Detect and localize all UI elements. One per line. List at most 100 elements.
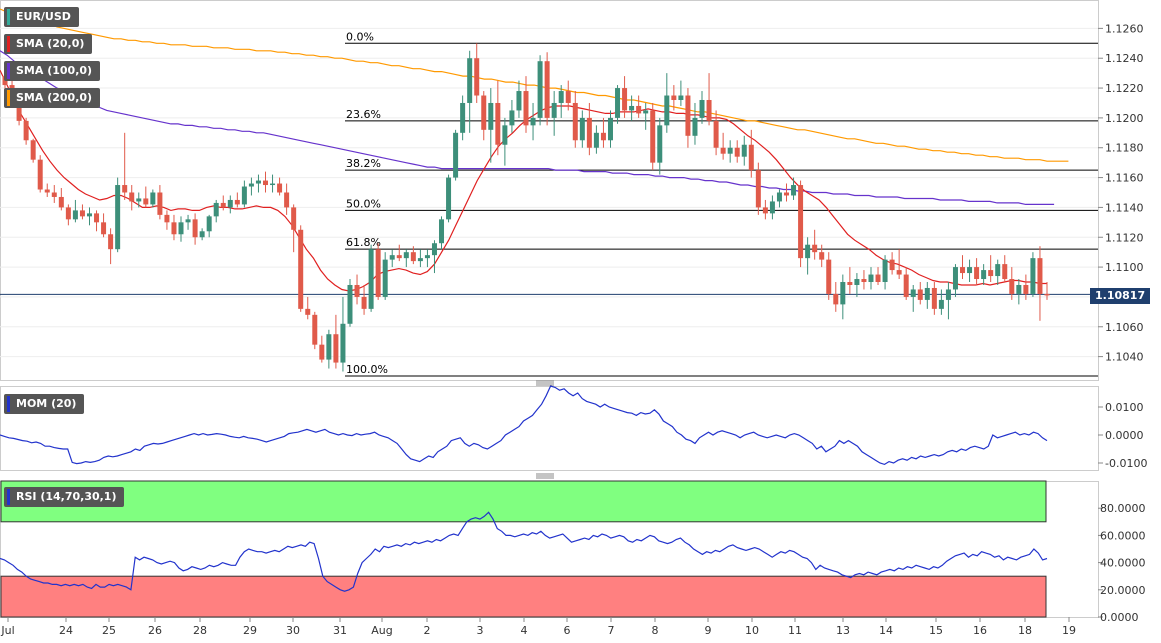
candle-body bbox=[1030, 258, 1036, 294]
candle-body bbox=[284, 192, 290, 208]
candle-body bbox=[410, 252, 416, 262]
date-tick-label: 4 bbox=[521, 624, 528, 637]
sma20-label[interactable]: SMA (20,0) bbox=[4, 34, 93, 54]
candle-body bbox=[593, 132, 599, 148]
candle-body bbox=[960, 267, 966, 274]
date-tick-label: 16 bbox=[973, 624, 987, 637]
candle-body bbox=[347, 284, 353, 324]
rsi-tick-label: 40.0000 bbox=[1100, 557, 1146, 570]
candle-body bbox=[812, 244, 818, 253]
candle-body bbox=[431, 243, 437, 256]
date-tick-label: 8 bbox=[652, 624, 659, 637]
candle-body bbox=[523, 91, 529, 126]
candle-body bbox=[727, 147, 733, 154]
candle-body bbox=[129, 192, 135, 202]
sma20-label-text: SMA (20,0) bbox=[16, 37, 85, 50]
candle-body bbox=[889, 259, 895, 271]
date-tick-label: 7 bbox=[608, 624, 615, 637]
candle-body bbox=[227, 199, 233, 208]
candle-body bbox=[157, 192, 163, 215]
candle-body bbox=[58, 196, 64, 208]
rsi-overbought-zone bbox=[0, 480, 1047, 523]
candle-body bbox=[762, 207, 768, 214]
candle-body bbox=[474, 58, 480, 96]
candle-body bbox=[995, 264, 1001, 277]
candle-body bbox=[671, 95, 677, 100]
candle-body bbox=[16, 102, 22, 121]
candle-body bbox=[143, 198, 149, 205]
date-tick-label: 29 bbox=[243, 624, 257, 637]
candle-body bbox=[981, 270, 987, 280]
date-tick-label: 19 bbox=[1062, 624, 1076, 637]
momentum-color-marker bbox=[7, 396, 10, 412]
momentum-label[interactable]: MOM (20) bbox=[4, 394, 85, 414]
candle-body bbox=[495, 102, 501, 145]
date-tick-label: 6 bbox=[564, 624, 571, 637]
candle-body bbox=[164, 214, 170, 223]
candle-body bbox=[917, 289, 923, 300]
symbol-label-text: EUR/USD bbox=[16, 10, 71, 23]
rsi-tick-label: 80.0000 bbox=[1100, 502, 1146, 515]
candle-body bbox=[1044, 293, 1050, 296]
candle-body bbox=[136, 198, 142, 202]
sma200-line bbox=[0, 8, 1069, 162]
candle-body bbox=[600, 132, 606, 141]
candle-body bbox=[361, 296, 367, 309]
candle-body bbox=[354, 284, 360, 297]
candle-body bbox=[586, 117, 592, 148]
price-tick-label: 1.1240 bbox=[1105, 52, 1144, 65]
sma200-label-text: SMA (200,0) bbox=[16, 91, 93, 104]
sma100-label-text: SMA (100,0) bbox=[16, 64, 93, 77]
candle-body bbox=[79, 210, 85, 217]
candle-body bbox=[748, 144, 754, 171]
candle-body bbox=[769, 201, 775, 214]
candle-body bbox=[94, 213, 100, 223]
candle-body bbox=[565, 91, 571, 103]
momentum-tick-label: 0.0000 bbox=[1105, 429, 1144, 442]
candle-body bbox=[488, 102, 494, 130]
momentum-layer bbox=[0, 385, 1048, 466]
candle-body bbox=[537, 61, 543, 118]
sma100-label[interactable]: SMA (100,0) bbox=[4, 61, 101, 81]
rsi-line bbox=[0, 511, 1048, 592]
candle-body bbox=[206, 216, 212, 232]
candle-body bbox=[685, 95, 691, 136]
rsi-tick-label: 0.0000 bbox=[1100, 611, 1139, 624]
date-tick-label: 15 bbox=[929, 624, 943, 637]
candle-body bbox=[312, 314, 318, 345]
date-tick-label: 13 bbox=[836, 624, 850, 637]
candle-body bbox=[657, 125, 663, 163]
rsi-tick-label: 20.0000 bbox=[1100, 584, 1146, 597]
candle-body bbox=[108, 234, 114, 250]
rsi-color-marker bbox=[7, 489, 10, 505]
candle-body bbox=[826, 259, 832, 294]
rsi-oversold-zone bbox=[0, 575, 1047, 618]
candle-body bbox=[502, 125, 508, 145]
date-tick-label: 2 bbox=[424, 624, 431, 637]
candle-body bbox=[453, 132, 459, 178]
candle-body bbox=[192, 219, 198, 238]
candle-body bbox=[551, 102, 557, 118]
candle-body bbox=[713, 120, 719, 148]
candle-body bbox=[101, 222, 107, 235]
candle-body bbox=[931, 287, 937, 309]
candle-body bbox=[23, 120, 29, 141]
candle-body bbox=[122, 185, 128, 193]
candle-body bbox=[910, 289, 916, 297]
candle-body bbox=[798, 185, 804, 259]
candle-body bbox=[530, 117, 536, 126]
candle-body bbox=[678, 95, 684, 100]
fibonacci-label: 23.6% bbox=[346, 108, 381, 121]
symbol-color-marker bbox=[7, 9, 10, 25]
candle-body bbox=[572, 102, 578, 141]
fibonacci-label: 0.0% bbox=[346, 30, 374, 43]
rsi-label[interactable]: RSI (14,70,30,1) bbox=[4, 487, 125, 507]
date-tick-label: 14 bbox=[879, 624, 893, 637]
candle-body bbox=[115, 185, 121, 250]
sma200-label[interactable]: SMA (200,0) bbox=[4, 88, 101, 108]
momentum-line bbox=[0, 385, 1048, 466]
candle-body bbox=[382, 259, 388, 297]
candle-body bbox=[692, 117, 698, 136]
symbol-label[interactable]: EUR/USD bbox=[4, 7, 79, 27]
